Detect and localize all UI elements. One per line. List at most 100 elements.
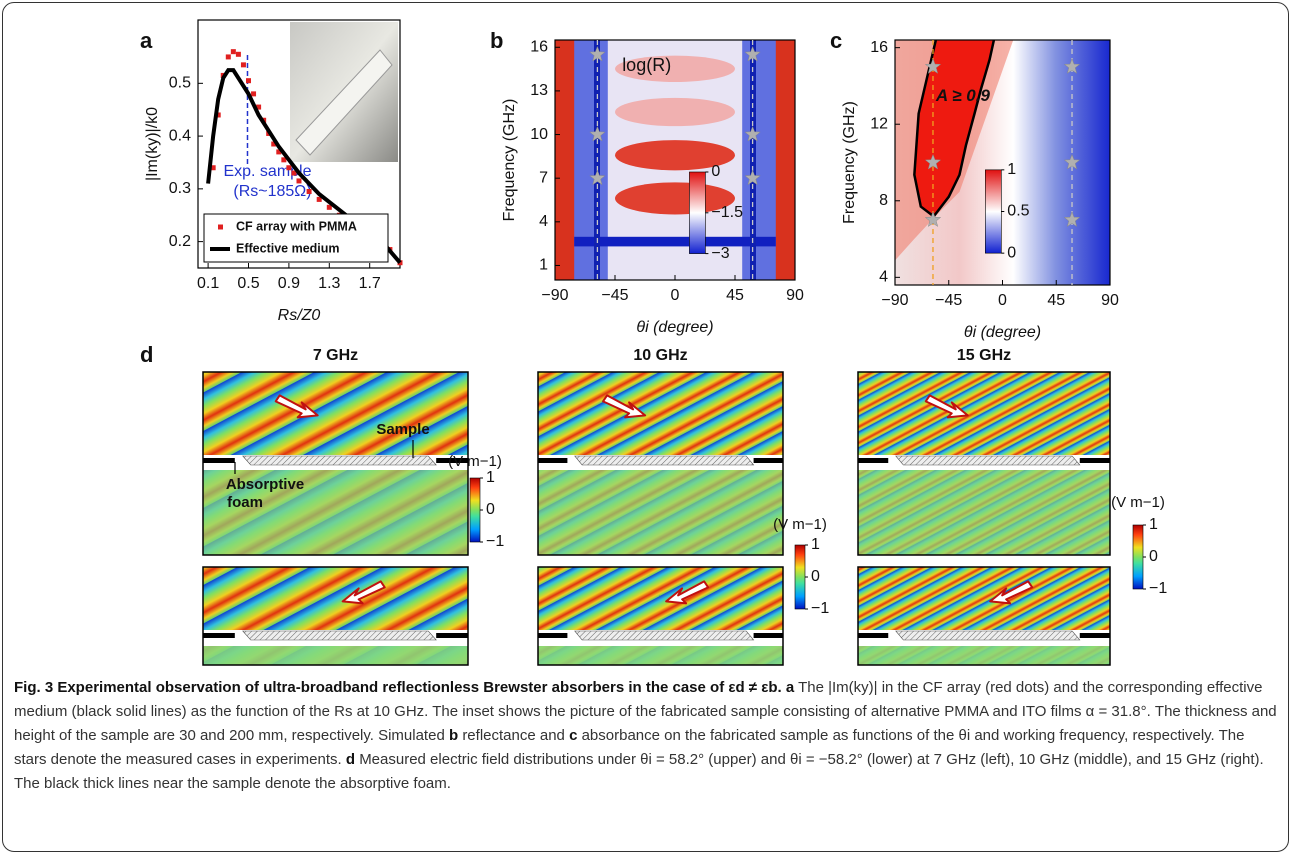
colorbar <box>794 544 806 610</box>
colorbar <box>469 477 481 543</box>
foam <box>538 633 568 638</box>
colorbar-tick-label: 0 <box>1149 548 1158 565</box>
x-tick-label: 0 <box>671 287 680 304</box>
foam <box>753 633 783 638</box>
colorbar-tick-label: 1 <box>486 469 495 486</box>
y-tick-label: 10 <box>530 126 548 143</box>
data-point <box>256 104 262 110</box>
foam <box>203 633 235 638</box>
x-axis-label: θi (degree) <box>964 324 1041 341</box>
x-axis-label: θi (degree) <box>636 319 713 336</box>
x-tick-label: 0.9 <box>278 275 300 292</box>
data-point <box>306 188 312 194</box>
x-tick-label: 1.7 <box>359 275 381 292</box>
x-tick-label: −90 <box>881 292 908 309</box>
wave-arrow <box>989 580 1034 605</box>
data-point <box>286 165 292 171</box>
measurement-star <box>924 58 942 74</box>
data-point <box>240 62 246 68</box>
y-tick-label: 12 <box>870 115 888 132</box>
foam-label: Absorptive <box>226 476 304 493</box>
heatmap-lobe <box>615 97 735 127</box>
x-tick-label: 90 <box>786 287 804 304</box>
field-transmitted <box>538 470 783 555</box>
panel-label: b <box>490 28 503 53</box>
foam <box>858 633 889 638</box>
plot-frame <box>197 19 401 269</box>
y-tick-label: 4 <box>879 269 888 286</box>
field-incident <box>538 567 783 630</box>
caption-panel-ref: c <box>569 727 578 744</box>
colorbar-tick-label: 1 <box>811 536 820 553</box>
wave-arrow <box>924 394 969 419</box>
field-frame <box>537 566 784 666</box>
contour-annotation: A ≥ 0.9 <box>935 86 991 105</box>
y-tick-label: 0.5 <box>169 75 191 92</box>
field-incident <box>858 372 1110 455</box>
colorbar-tick-label: −1 <box>486 533 504 550</box>
sample <box>895 455 1081 466</box>
caption-panel-ref: b <box>448 727 459 744</box>
measurement-star <box>924 153 942 170</box>
x-tick-label: −45 <box>935 292 962 309</box>
panel-label: a <box>140 28 153 53</box>
colorbar-tick-label: −1 <box>1149 580 1167 597</box>
foam <box>436 458 468 463</box>
foam <box>203 458 235 463</box>
sample <box>574 455 755 466</box>
heatmap-lobe <box>615 55 735 82</box>
measurement-star <box>589 169 606 186</box>
colorbar-tick-label: 0 <box>811 568 820 585</box>
y-tick-label: 1 <box>539 257 548 274</box>
figure: a b c d 0.1 0.5 0.9 1.3 1.7 0.2 0.3 0.4 0.5 Rs/Z0 |Im(… <box>140 19 1167 666</box>
data-point <box>326 204 332 210</box>
colorbar-tick-label: 0 <box>711 163 720 180</box>
colorbar-unit: (V m−1) <box>448 453 502 470</box>
data-point <box>281 157 287 163</box>
foam <box>436 633 468 638</box>
field-incident <box>203 567 468 630</box>
data-line <box>206 68 402 265</box>
y-tick-label: 13 <box>530 82 548 99</box>
y-axis-label: |Im(ky)|/k0 <box>144 107 161 181</box>
y-tick-label: 0.4 <box>169 127 191 144</box>
colorbar-tick-label: 0.5 <box>1007 203 1029 220</box>
colorbar-tick-label: −1 <box>811 600 829 617</box>
heatmap-band <box>574 236 776 247</box>
colorbar <box>1132 524 1144 590</box>
colorbar-tick-label: −1.5 <box>711 204 743 221</box>
y-tick-label: 4 <box>539 213 548 230</box>
field-map-title: 7 GHz <box>313 347 358 364</box>
x-tick-label: −90 <box>541 287 568 304</box>
sample-label: Sample <box>376 421 429 438</box>
field-incident <box>538 372 783 455</box>
field-frame <box>202 371 469 556</box>
colorbar-tick-label: −3 <box>711 245 729 262</box>
field-transmitted <box>858 646 1110 665</box>
wave-arrow <box>602 394 647 419</box>
colorbar-unit: (V m−1) <box>773 516 827 533</box>
x-tick-label: 45 <box>1047 292 1065 309</box>
field-incident <box>203 372 468 455</box>
measurement-star <box>744 45 761 62</box>
data-point <box>291 170 297 176</box>
measurement-star <box>744 125 761 142</box>
legend-label: CF array with PMMA <box>236 219 357 233</box>
data-point <box>210 165 216 171</box>
x-tick-label: 0 <box>998 292 1007 309</box>
caption-panel-ref: d <box>345 751 356 768</box>
field-frame <box>857 566 1111 666</box>
caption-text: The |Im(ky)| in the CF array (red dots) … <box>14 679 1277 744</box>
measurement-star <box>1063 211 1081 227</box>
data-point <box>230 49 236 55</box>
colorbar-tick-label: 0 <box>486 501 495 518</box>
data-point <box>251 91 257 97</box>
caption-text: Measured electric field distributions un… <box>14 751 1264 792</box>
colorbar-tick-label: 0 <box>1007 244 1016 261</box>
x-tick-label: 45 <box>726 287 744 304</box>
inset-sample <box>295 49 393 156</box>
x-tick-label: 0.5 <box>237 275 259 292</box>
foam-label: foam <box>227 494 263 511</box>
measurement-star <box>589 125 606 142</box>
